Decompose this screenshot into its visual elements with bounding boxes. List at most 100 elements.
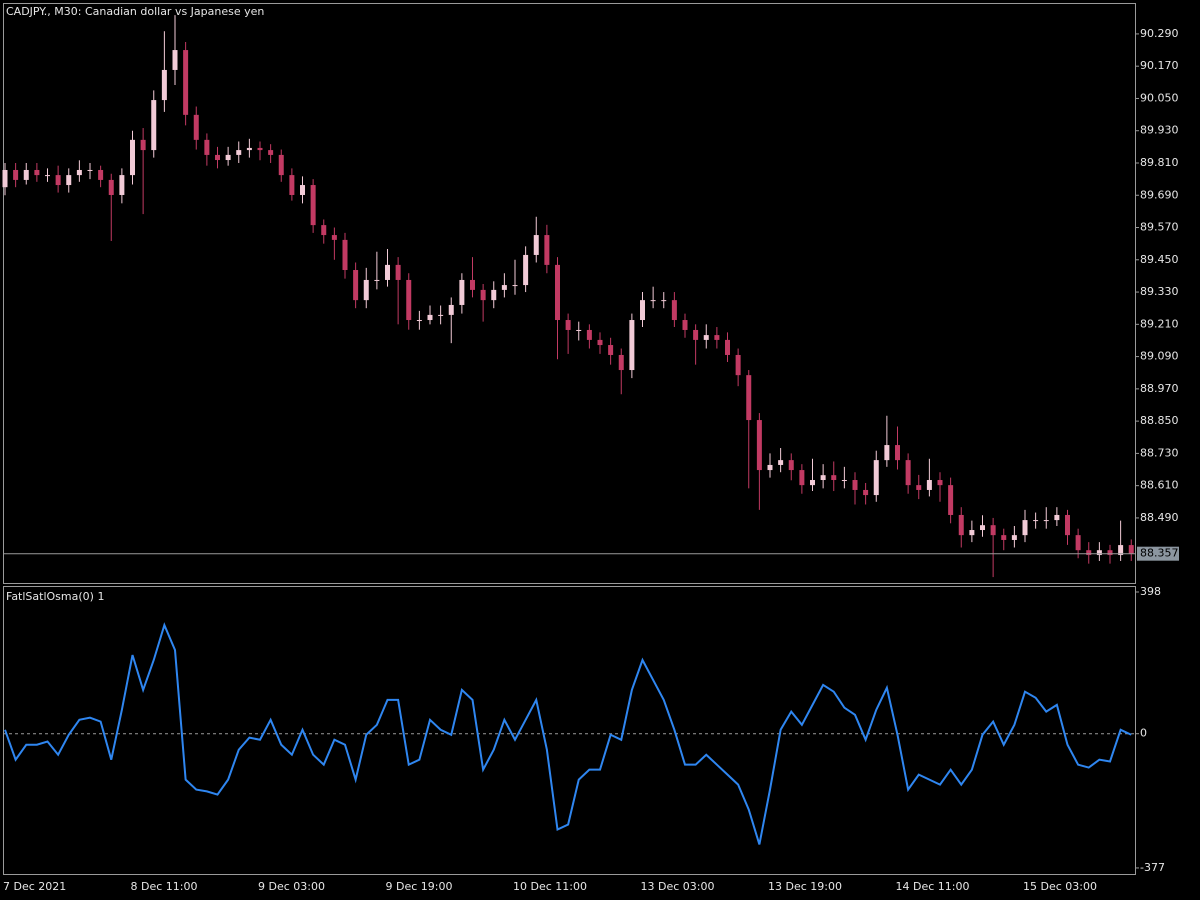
- candle-body: [34, 169, 40, 176]
- candle-body: [1075, 535, 1081, 551]
- candle-body: [608, 345, 614, 355]
- candle-body: [682, 320, 688, 330]
- candle-body: [735, 354, 741, 376]
- candle-body: [1086, 550, 1092, 556]
- candle-body: [905, 460, 911, 486]
- candle-body: [852, 480, 858, 490]
- candle-body: [1128, 545, 1134, 554]
- candle-body: [980, 525, 985, 531]
- candle-body: [1001, 535, 1007, 540]
- candle-body: [512, 285, 518, 287]
- candle-body: [470, 279, 475, 290]
- candle-body: [629, 320, 635, 371]
- candle-body: [480, 289, 486, 301]
- candle-body: [831, 475, 837, 481]
- y-tick-label: 88.850: [1140, 414, 1179, 427]
- x-tick-label: 9 Dec 19:00: [386, 880, 453, 893]
- y-tick-label: 90.290: [1140, 27, 1179, 40]
- candle-body: [597, 339, 603, 346]
- y-tick-label: 89.570: [1140, 221, 1179, 234]
- last-price-box: [1137, 546, 1179, 561]
- candle-body: [87, 169, 93, 171]
- candle-body: [427, 314, 433, 321]
- candle-body: [151, 100, 157, 151]
- candle-body: [395, 264, 401, 280]
- candle-body: [193, 114, 199, 140]
- y-tick-label: 0: [1140, 727, 1147, 740]
- candle-body: [650, 300, 656, 302]
- candle-body: [55, 175, 61, 186]
- candle-body: [13, 169, 19, 180]
- y-tick-label: 88.730: [1140, 446, 1179, 459]
- y-tick-label: 90.170: [1140, 59, 1179, 72]
- candle-body: [863, 489, 869, 496]
- candle-body: [278, 154, 284, 176]
- candle-body: [501, 285, 507, 290]
- indicator-title: FatlSatlOsma(0) 1: [6, 590, 104, 603]
- candle-body: [310, 185, 316, 226]
- candle-body: [533, 235, 539, 255]
- candle-body: [523, 254, 529, 286]
- x-tick-label: 10 Dec 11:00: [513, 880, 587, 893]
- candle-body: [618, 354, 624, 371]
- candle-body: [586, 329, 592, 340]
- candle-body: [416, 320, 422, 322]
- candle-body: [746, 375, 752, 421]
- candle-body: [841, 480, 847, 482]
- chart-title: CADJPY., M30: Canadian dollar vs Japanes…: [6, 5, 264, 18]
- candle-body: [725, 339, 730, 355]
- y-tick-label: 89.210: [1140, 317, 1179, 330]
- candle-body: [555, 264, 560, 321]
- candle-body: [76, 169, 82, 176]
- y-tick-label: 89.450: [1140, 253, 1179, 266]
- last-price-label: 88.357: [1140, 547, 1179, 560]
- y-tick-label: 88.490: [1140, 511, 1179, 524]
- candle-body: [45, 175, 50, 177]
- candle-body: [353, 270, 359, 301]
- y-tick-label: 90.050: [1140, 91, 1179, 104]
- y-tick-label: 89.090: [1140, 350, 1179, 363]
- main-panel-frame: [3, 3, 1136, 584]
- candle-body: [215, 154, 220, 161]
- candle-body: [246, 147, 252, 151]
- candle-body: [873, 460, 879, 496]
- candle-body: [289, 175, 295, 195]
- candle-body: [820, 475, 826, 481]
- candle-body: [1096, 550, 1102, 556]
- candle-body: [448, 304, 454, 315]
- candle-body: [576, 329, 582, 331]
- candle-body: [225, 154, 231, 161]
- candle-body: [140, 139, 146, 151]
- candle-body: [172, 50, 178, 70]
- candle-body: [1107, 550, 1113, 556]
- candle-body: [236, 150, 242, 155]
- indicator-panel-frame: [3, 586, 1136, 875]
- candle-body: [1065, 514, 1070, 536]
- candle-body: [257, 147, 263, 151]
- candle-body: [161, 69, 167, 101]
- candle-body: [1022, 520, 1028, 536]
- candle-body: [98, 169, 104, 180]
- candle-body: [268, 150, 274, 155]
- candle-body: [565, 320, 571, 330]
- y-tick-label: 398: [1140, 585, 1161, 598]
- candle-body: [491, 289, 497, 301]
- candle-body: [640, 300, 645, 321]
- y-tick-label: 89.690: [1140, 188, 1179, 201]
- candle-body: [1118, 545, 1124, 556]
- indicator-line: [4, 622, 1132, 845]
- candle-body: [756, 420, 762, 471]
- x-tick-label: 13 Dec 03:00: [641, 880, 715, 893]
- candle-body: [990, 525, 996, 536]
- candle-body: [23, 169, 29, 180]
- candle-body: [108, 179, 114, 195]
- candle-body: [969, 530, 975, 536]
- candle-body: [661, 300, 667, 302]
- candle-body: [385, 264, 390, 280]
- x-tick-label: 13 Dec 19:00: [768, 880, 842, 893]
- candle-body: [884, 445, 890, 461]
- y-tick-label: 88.610: [1140, 479, 1179, 492]
- candle-body: [363, 279, 369, 301]
- candle-body: [321, 225, 327, 236]
